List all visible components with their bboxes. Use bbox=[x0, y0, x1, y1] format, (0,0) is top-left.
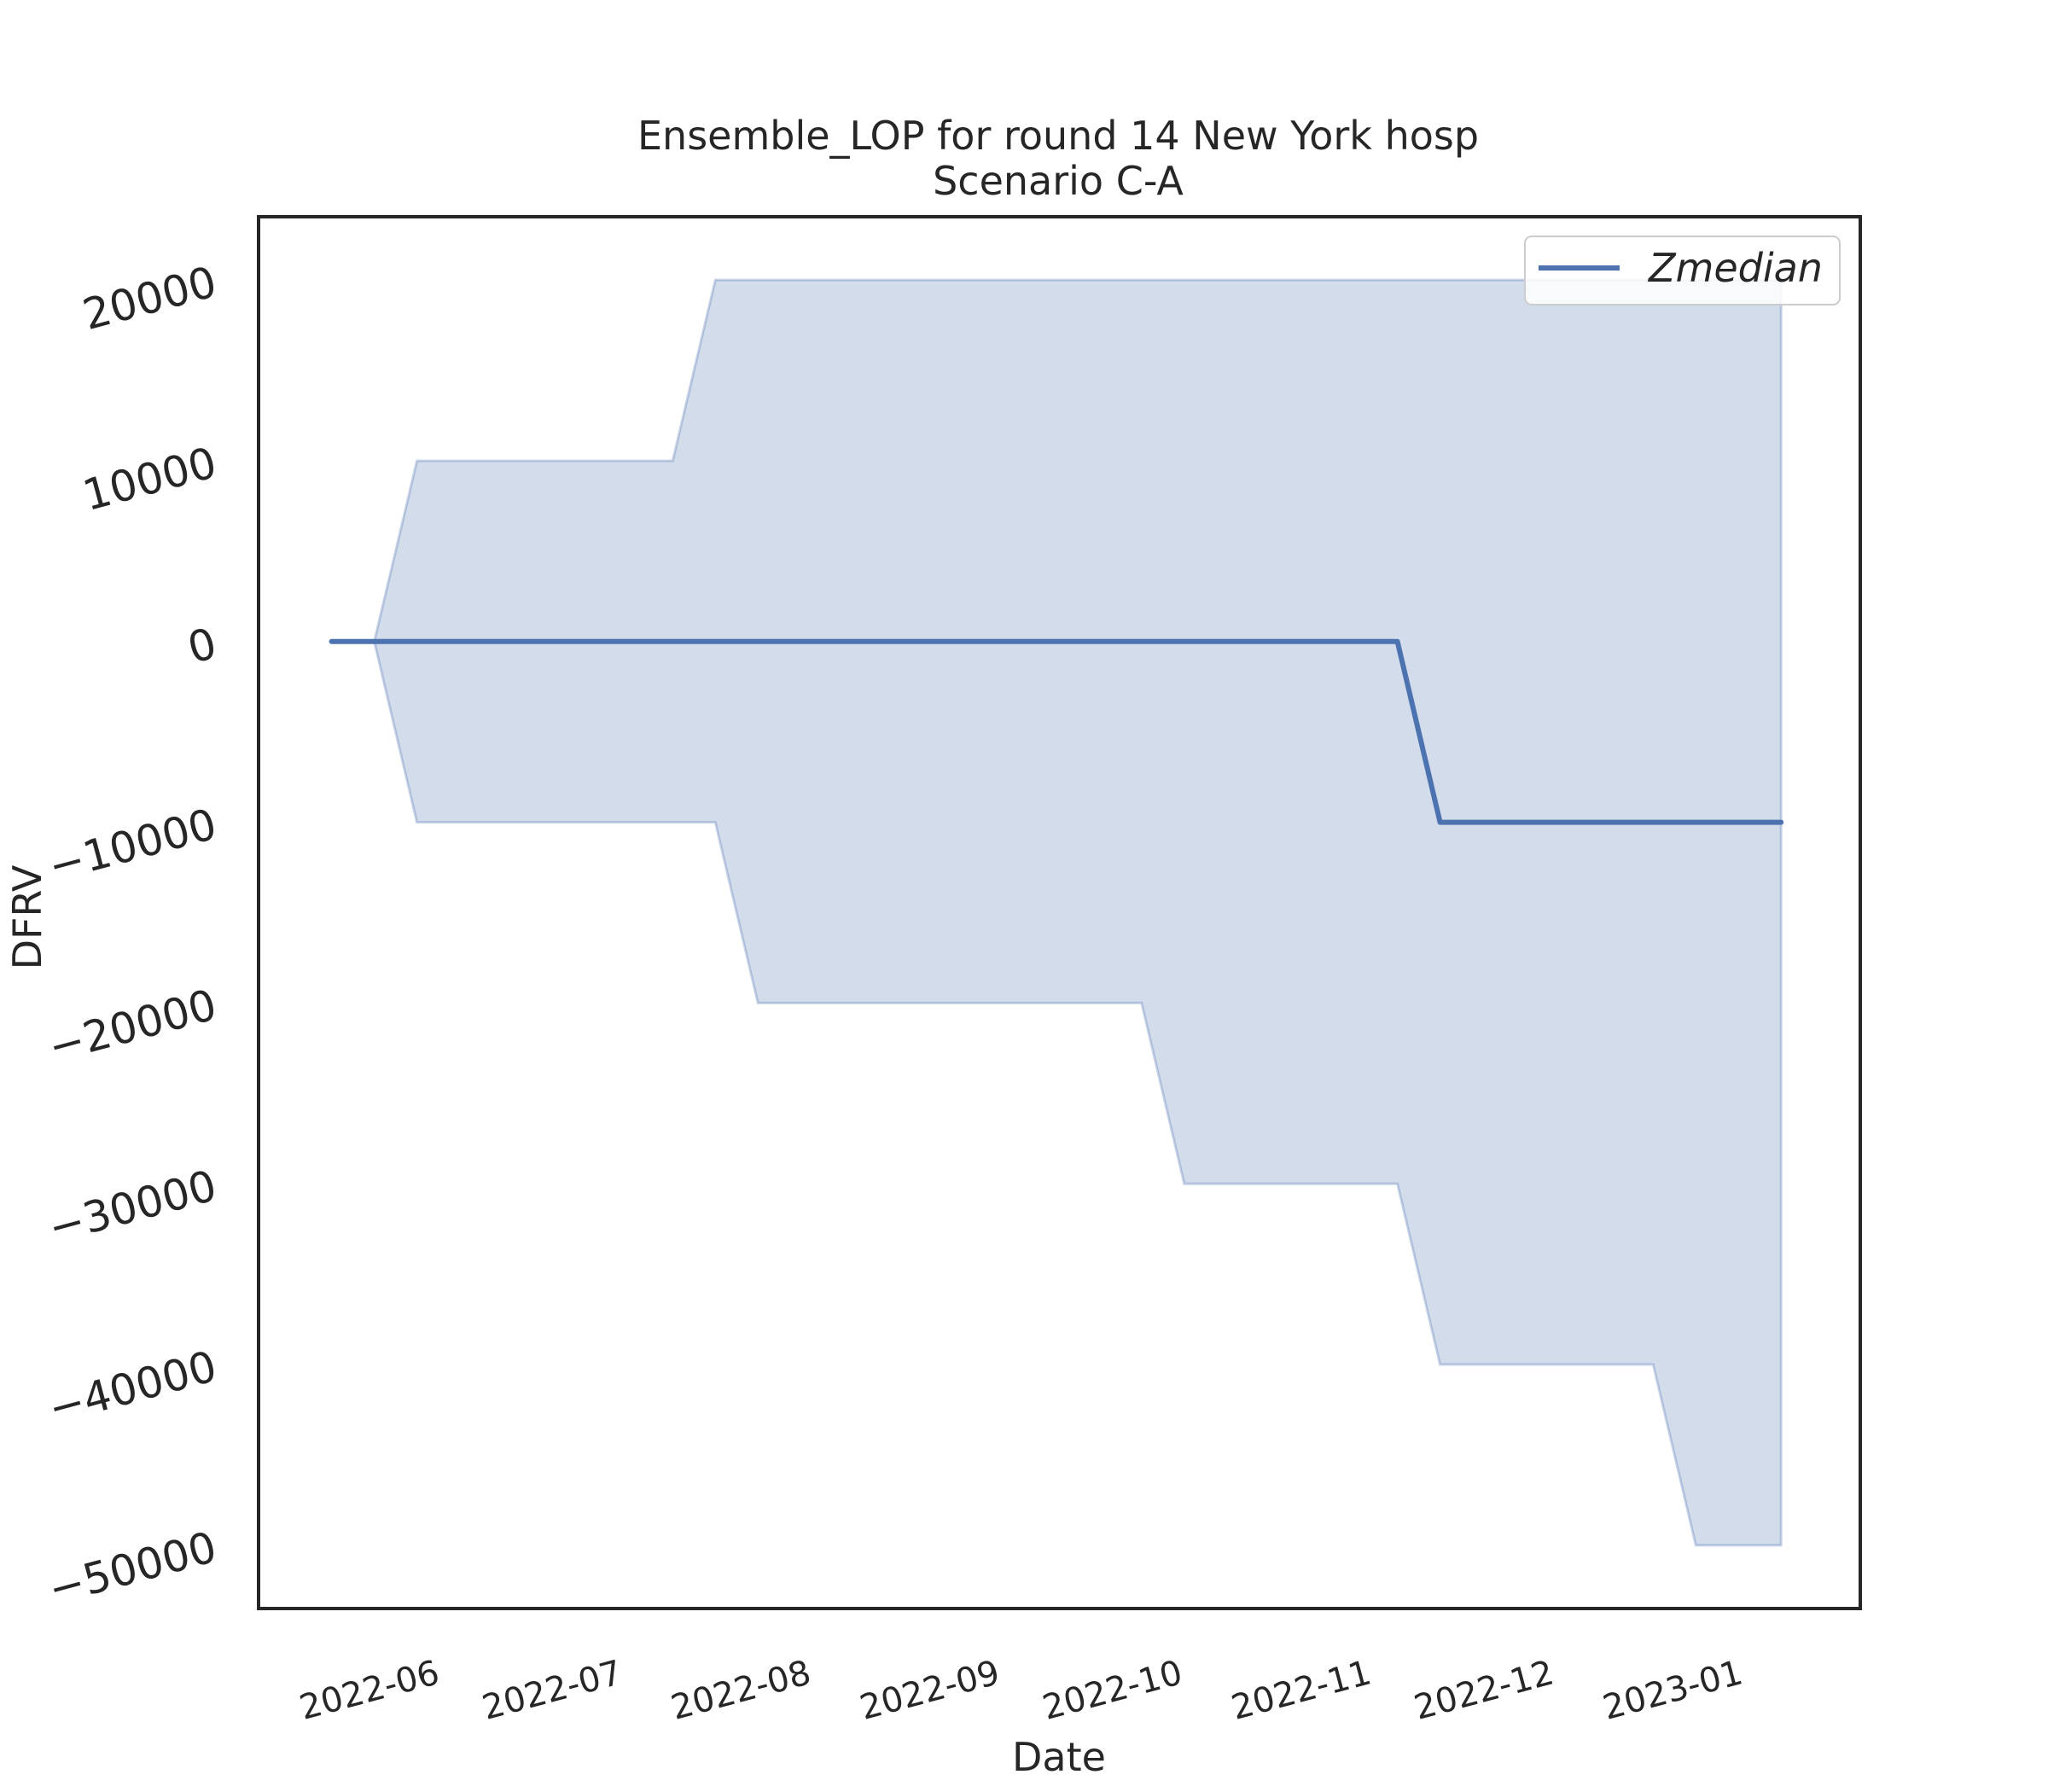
y-tick-label: −30000 bbox=[44, 1161, 222, 1253]
y-tick-label: −40000 bbox=[44, 1341, 222, 1434]
y-tick-label: 0 bbox=[183, 619, 222, 673]
y-tick-label: 20000 bbox=[78, 257, 222, 340]
x-tick-label: 2022-08 bbox=[667, 1653, 815, 1728]
uncertainty-band-layer bbox=[331, 278, 1783, 1547]
x-tick-label: 2023-01 bbox=[1599, 1653, 1747, 1728]
uncertainty-band bbox=[331, 278, 1783, 1547]
y-tick-labels: −50000 −40000 −30000 −20000 −10000 0 10000 2000… bbox=[44, 257, 222, 1615]
legend-box bbox=[1524, 236, 1841, 305]
x-tick-labels: 2022-06 2022-07 2022-08 2022-09 2022-10 2022-… bbox=[295, 1653, 1747, 1728]
x-tick-label: 2022-09 bbox=[856, 1653, 1004, 1728]
chart-subtitle: Scenario C-A bbox=[933, 158, 1184, 204]
legend: Zmedian bbox=[1524, 236, 1841, 305]
x-axis-label: Date bbox=[1012, 1734, 1106, 1780]
y-tick-label: −20000 bbox=[44, 980, 222, 1072]
x-tick-label: 2022-07 bbox=[478, 1653, 625, 1728]
x-tick-label: 2022-06 bbox=[295, 1653, 443, 1728]
y-tick-label: −10000 bbox=[44, 800, 222, 892]
y-tick-label: 10000 bbox=[78, 438, 222, 521]
legend-label-zmedian: Zmedian bbox=[1647, 245, 1823, 291]
series-line-layer bbox=[329, 638, 1784, 825]
x-tick-label: 2022-12 bbox=[1410, 1653, 1557, 1728]
plot-area-frame bbox=[257, 215, 1862, 1610]
series-line-zmedian bbox=[329, 638, 1784, 825]
y-tick-label: −50000 bbox=[44, 1522, 222, 1615]
y-axis-label: DFRV bbox=[4, 864, 50, 969]
x-tick-label: 2022-11 bbox=[1227, 1653, 1375, 1728]
chart-title: Ensemble_LOP for round 14 New York hosp bbox=[637, 113, 1479, 159]
x-tick-label: 2022-10 bbox=[1039, 1653, 1186, 1728]
